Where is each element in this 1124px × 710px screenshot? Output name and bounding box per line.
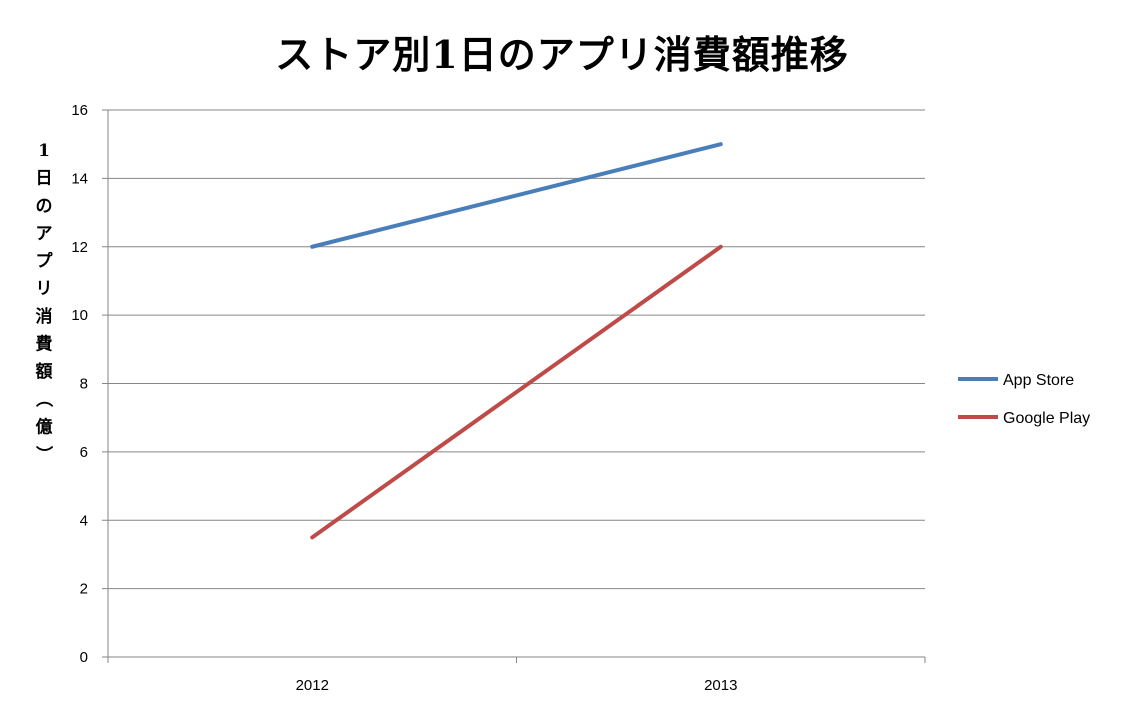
y-axis-label-char: 額: [35, 361, 53, 382]
axes: [102, 109, 926, 663]
y-axis-label-char: ）: [33, 446, 54, 463]
x-axis-tick-labels: 2012 2013: [296, 677, 738, 694]
y-axis-label-char: リ: [36, 279, 53, 299]
y-tick-label: 10: [71, 307, 88, 324]
y-tick-label: 0: [80, 649, 88, 666]
y-tick-label: 4: [80, 512, 88, 529]
gridlines: [108, 109, 925, 590]
chart-title: ストア別1日のアプリ消費額推移: [275, 32, 849, 77]
series-line-0: [310, 142, 723, 249]
y-tick-label: 16: [71, 102, 88, 119]
y-axis-label-char: の: [36, 196, 53, 216]
y-tick-label: 8: [80, 376, 88, 393]
y-axis-label-char: 億: [36, 416, 53, 437]
y-axis-label-char: 消: [36, 306, 53, 327]
y-axis-label: 1 日のアプリ消費額 （ 億 ）: [33, 141, 54, 463]
legend: App Store Google Play: [958, 372, 1090, 427]
y-tick-label: 6: [80, 444, 88, 461]
y-tick-label: 2: [80, 581, 88, 598]
x-tick-label: 2013: [704, 677, 737, 694]
series-lines: [310, 142, 723, 540]
y-axis-tick-labels: 0 2 4 6 8 10 12 14 16: [71, 102, 88, 666]
legend-entry: App Store: [1003, 372, 1074, 389]
y-axis-label-char: （: [33, 390, 54, 407]
series-line-1: [310, 244, 723, 540]
x-tick-label: 2012: [296, 677, 329, 694]
y-axis-label-char: 日: [36, 169, 53, 189]
y-tick-label: 14: [71, 170, 88, 187]
y-axis-label-char: 1: [38, 141, 50, 161]
legend-entry: Google Play: [1003, 410, 1090, 427]
y-tick-label: 12: [71, 239, 88, 256]
y-axis-label-char: プ: [36, 251, 54, 272]
y-axis-label-char: 費: [36, 333, 53, 354]
y-axis-label-char: ア: [36, 224, 53, 244]
